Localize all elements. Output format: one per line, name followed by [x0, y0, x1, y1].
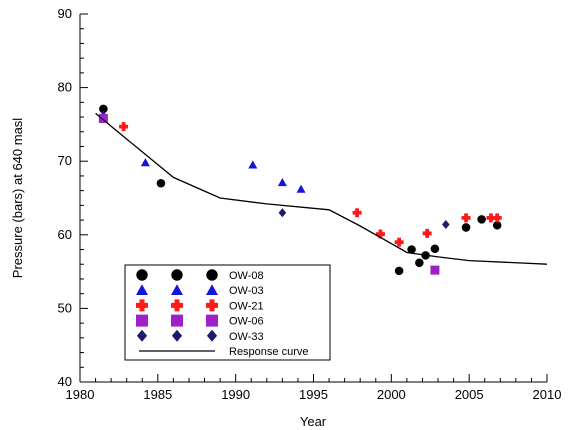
x-tick-label: 1990	[221, 387, 250, 402]
point-ow-03	[277, 178, 287, 187]
point-ow-21	[394, 237, 404, 247]
x-tick-label: 1985	[143, 387, 172, 402]
x-tick-label: 1980	[66, 387, 95, 402]
legend-label-ow-03: OW-03	[229, 285, 264, 297]
point-ow-08	[461, 223, 471, 232]
legend-label-ow-21: OW-21	[229, 300, 264, 312]
point-ow-08	[477, 215, 486, 224]
point-ow-33	[441, 219, 450, 229]
plot-area: 40 50 60 70 80 90 1980 1985 1990 1995 2000 2005 2010	[58, 6, 562, 402]
legend-label-response-curve: Response curve	[229, 346, 309, 358]
point-ow-21	[492, 213, 502, 223]
point-ow-21	[119, 122, 129, 132]
legend-label-ow-08: OW-08	[229, 270, 264, 282]
point-ow-21	[486, 213, 496, 223]
point-ow-08	[156, 179, 166, 188]
legend: OW-08 OW-03 OW-21 OW-06 OW-33 Response curve	[124, 264, 331, 361]
legend-marker-ow-08	[136, 269, 148, 281]
legend-marker-ow-33	[171, 329, 183, 342]
legend-marker-ow-06	[136, 314, 148, 327]
x-tick-label: 1995	[299, 387, 328, 402]
y-tick-label: 50	[58, 300, 72, 315]
legend-marker-ow-06	[206, 314, 218, 327]
legend-marker-ow-21	[171, 299, 183, 312]
legend-marker-ow-03	[171, 284, 183, 295]
point-ow-03	[248, 160, 258, 169]
point-ow-33	[278, 208, 287, 218]
point-ow-21	[352, 208, 362, 218]
y-axis-title: Pressure (bars) at 640 masl	[10, 118, 25, 279]
legend-marker-ow-08	[206, 269, 218, 281]
x-tick-label: 2005	[455, 387, 484, 402]
legend-marker-ow-06	[171, 314, 183, 327]
legend-marker-ow-03	[206, 284, 218, 295]
legend-label-ow-06: OW-06	[229, 316, 264, 328]
y-tick-label: 70	[58, 153, 72, 168]
legend-box	[124, 264, 331, 361]
point-ow-03	[140, 158, 150, 167]
point-ow-21	[461, 213, 471, 223]
point-ow-08	[430, 244, 440, 254]
point-ow-06	[98, 114, 108, 124]
x-tick-label: 2000	[377, 387, 406, 402]
y-tick-label: 80	[58, 80, 72, 95]
point-ow-08	[99, 104, 108, 114]
legend-marker-ow-08	[171, 269, 183, 281]
legend-marker-ow-03	[136, 284, 148, 295]
point-ow-06	[430, 265, 440, 275]
point-ow-08	[394, 266, 404, 276]
legend-marker-ow-21	[206, 299, 218, 312]
point-ow-21	[375, 229, 385, 239]
point-ow-08	[492, 220, 502, 230]
x-axis-title: Year	[300, 414, 327, 429]
legend-marker-ow-33	[206, 329, 218, 342]
y-tick-label: 90	[58, 6, 72, 21]
series-line-response-curve	[95, 112, 548, 265]
y-tick-label: 40	[58, 374, 72, 389]
legend-label-ow-33: OW-33	[229, 331, 264, 343]
point-ow-08	[415, 258, 424, 268]
legend-marker-ow-33	[136, 329, 148, 342]
x-tick-label: 2010	[533, 387, 562, 402]
point-ow-03	[296, 184, 306, 193]
y-tick-label: 60	[58, 227, 72, 242]
legend-marker-ow-21	[136, 299, 148, 312]
point-ow-21	[422, 228, 432, 238]
point-ow-08	[407, 245, 416, 254]
